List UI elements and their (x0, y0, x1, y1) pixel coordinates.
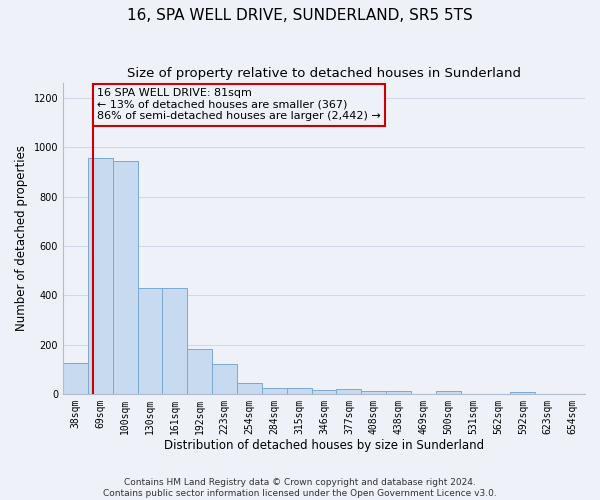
Bar (337, 390, 361, 394)
Bar (63, 363, 88, 394)
Bar (113, 161, 137, 394)
Bar (511, 392, 535, 394)
Bar (311, 390, 337, 394)
Bar (88, 158, 113, 394)
Bar (237, 382, 262, 394)
Bar (262, 388, 287, 394)
Text: 16 SPA WELL DRIVE: 81sqm
← 13% of detached houses are smaller (367)
86% of semi-: 16 SPA WELL DRIVE: 81sqm ← 13% of detach… (97, 88, 381, 121)
Bar (163, 288, 187, 394)
Bar (361, 392, 386, 394)
Title: Size of property relative to detached houses in Sunderland: Size of property relative to detached ho… (127, 68, 521, 80)
Text: 16, SPA WELL DRIVE, SUNDERLAND, SR5 5TS: 16, SPA WELL DRIVE, SUNDERLAND, SR5 5TS (127, 8, 473, 22)
Bar (212, 364, 237, 394)
Text: Contains HM Land Registry data © Crown copyright and database right 2024.
Contai: Contains HM Land Registry data © Crown c… (103, 478, 497, 498)
X-axis label: Distribution of detached houses by size in Sunderland: Distribution of detached houses by size … (164, 440, 484, 452)
Bar (386, 392, 411, 394)
Y-axis label: Number of detached properties: Number of detached properties (15, 146, 28, 332)
Bar (137, 288, 163, 394)
Bar (187, 348, 212, 394)
Bar (436, 392, 461, 394)
Bar (287, 388, 311, 394)
